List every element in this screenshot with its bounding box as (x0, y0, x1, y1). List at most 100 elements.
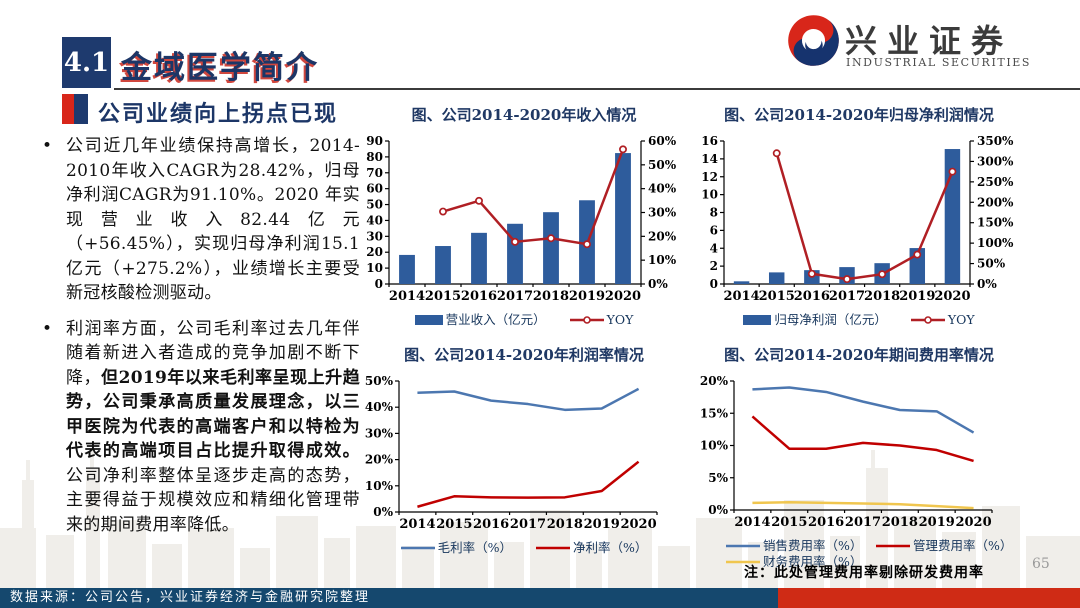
svg-text:2016: 2016 (808, 515, 844, 530)
svg-text:2019: 2019 (919, 515, 955, 530)
svg-text:0%: 0% (648, 277, 668, 291)
svg-text:2017: 2017 (497, 289, 533, 304)
svg-text:200%: 200% (977, 195, 1014, 209)
svg-text:250%: 250% (977, 175, 1014, 189)
svg-text:2015: 2015 (771, 515, 807, 530)
svg-text:10%: 10% (648, 253, 677, 267)
svg-text:10: 10 (366, 261, 383, 275)
svg-text:20%: 20% (365, 453, 394, 467)
legend-label: YOY (947, 312, 975, 327)
legend-label: 毛利率（%） (437, 540, 512, 555)
svg-text:0%: 0% (373, 505, 393, 519)
bullet-point: 公司近几年业绩保持高增长，2014-2010年收入CAGR为28.42%，归母净… (36, 134, 360, 306)
svg-text:30%: 30% (365, 426, 394, 440)
svg-text:2019: 2019 (569, 289, 605, 304)
svg-text:0: 0 (710, 277, 718, 291)
svg-text:2015: 2015 (425, 289, 461, 304)
net-profit-chart-plot: 0 2 4 6 8 10 12 14 16 0% 50% 100% 150% 200% 250% 300% 35… (701, 134, 1014, 304)
legend-label: 管理费用率（%） (913, 538, 1013, 553)
svg-text:2020: 2020 (605, 289, 641, 304)
svg-text:2016: 2016 (794, 289, 830, 304)
revenue-chart-title: 图、公司2014-2020年收入情况 (411, 106, 637, 124)
svg-text:30: 30 (366, 229, 383, 243)
svg-text:2018: 2018 (882, 515, 918, 530)
svg-text:2020: 2020 (955, 515, 991, 530)
svg-text:40: 40 (366, 213, 383, 227)
svg-text:2014: 2014 (399, 517, 435, 532)
svg-text:2017: 2017 (510, 517, 546, 532)
brand-name-cn: 兴业证券 (845, 22, 1014, 60)
svg-text:150%: 150% (977, 216, 1014, 230)
svg-text:2014: 2014 (734, 515, 770, 530)
svg-text:2018: 2018 (533, 289, 569, 304)
svg-text:2018: 2018 (864, 289, 900, 304)
slide-subtitle: 公司业绩向上拐点已现 (98, 101, 339, 127)
svg-text:6: 6 (710, 223, 718, 237)
svg-text:2020: 2020 (620, 517, 656, 532)
legend-item: 管理费用率（%） (876, 538, 1012, 554)
svg-text:2017: 2017 (845, 515, 881, 530)
footer-accent-bar (778, 588, 1080, 608)
subtitle-accent-blue (74, 94, 88, 124)
svg-text:2014: 2014 (723, 289, 759, 304)
svg-text:5%: 5% (708, 471, 728, 485)
svg-text:2016: 2016 (473, 517, 509, 532)
margin-chart-plot: 0% 10% 20% 30% 40% 50% 2014 2015 2016 2017 2018 201… (365, 374, 658, 532)
svg-text:20%: 20% (648, 229, 677, 243)
svg-text:60%: 60% (648, 134, 677, 148)
legend-item: 净利率（%） (536, 540, 647, 556)
svg-text:70: 70 (366, 166, 383, 180)
svg-text:300%: 300% (977, 154, 1014, 168)
svg-text:60: 60 (366, 182, 383, 196)
header-divider (114, 88, 1080, 90)
page-title: 金域医学简介 (121, 50, 319, 86)
svg-text:50: 50 (366, 198, 383, 212)
svg-text:2017: 2017 (829, 289, 865, 304)
legend-label: 归母净利润（亿元） (774, 312, 887, 327)
expense-ratio-chart-legend: 销售费用率（%） 管理费用率（%） 财务费用率（%） (726, 538, 1020, 570)
svg-text:14: 14 (701, 152, 718, 166)
svg-text:16: 16 (701, 134, 718, 148)
svg-text:10%: 10% (365, 479, 394, 493)
subtitle-accent-red (62, 94, 74, 124)
svg-text:2015: 2015 (436, 517, 472, 532)
chart-footnote: 注：此处管理费用率剔除研发费用率 (744, 565, 984, 581)
legend-label: 营业收入（亿元） (445, 312, 546, 327)
data-source-text: 数据来源：公司公告，兴业证券经济与金融研究院整理 (10, 590, 371, 605)
svg-text:15%: 15% (700, 406, 729, 420)
legend-line-swatch (726, 560, 760, 564)
net-profit-chart-legend: 归母净利润（亿元） YOY (698, 312, 1020, 328)
svg-text:50%: 50% (648, 158, 677, 172)
svg-text:50%: 50% (977, 257, 1006, 271)
svg-text:12: 12 (701, 170, 718, 184)
section-number-badge: 4.1 (62, 37, 111, 88)
expense-ratio-chart-title: 图、公司2014-2020年期间费用率情况 (724, 346, 994, 364)
legend-line-swatch (876, 544, 910, 548)
legend-item: 销售费用率（%） (726, 538, 876, 554)
legend-label: YOY (606, 312, 634, 327)
margin-chart-title: 图、公司2014-2020年利润率情况 (404, 346, 644, 364)
legend-label: 销售费用率（%） (763, 538, 863, 553)
legend-line-swatch (910, 316, 945, 324)
brand-name-en: INDUSTRIAL SECURITIES (846, 56, 1032, 69)
legend-item: 归母净利润（亿元） (743, 312, 887, 328)
legend-line-swatch (726, 544, 760, 548)
svg-text:20: 20 (366, 245, 383, 259)
svg-text:2016: 2016 (461, 289, 497, 304)
legend-label: 净利率（%） (573, 540, 648, 555)
legend-line-swatch (536, 546, 570, 550)
legend-item: 营业收入（亿元） (414, 312, 546, 328)
revenue-chart-legend: 营业收入（亿元） YOY (363, 312, 685, 328)
svg-text:10%: 10% (700, 439, 729, 453)
svg-text:90: 90 (366, 134, 383, 148)
key-points-list: 公司近几年业绩保持高增长，2014-2010年收入CAGR为28.42%，归母净… (36, 134, 360, 548)
net-profit-chart: 图、公司2014-2020年归母净利润情况 0 2 4 6 8 10 12 14 16 0% 50%… (698, 104, 1020, 328)
svg-text:4: 4 (710, 241, 718, 255)
legend-item: 财务费用率（%） (726, 554, 876, 570)
legend-bar-swatch (414, 315, 443, 325)
legend-bar-swatch (743, 315, 772, 325)
svg-text:30%: 30% (648, 206, 677, 220)
svg-text:350%: 350% (977, 134, 1014, 148)
